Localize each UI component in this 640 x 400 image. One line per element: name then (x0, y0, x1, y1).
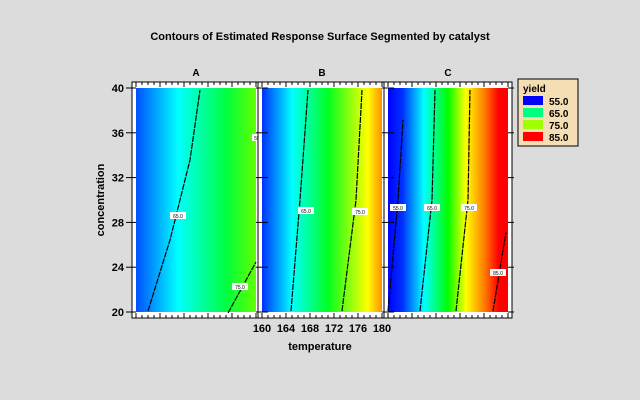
x-tick-label: 172 (325, 323, 343, 335)
x-tick-label: 160 (253, 323, 271, 335)
contour-label-box (390, 204, 406, 211)
y-tick-label: 28 (112, 217, 124, 229)
contour-label: 85.0 (493, 271, 503, 277)
x-tick-label: 176 (349, 323, 367, 335)
legend: yield 55.065.075.085.0 (517, 78, 579, 147)
contour-label-box (298, 207, 314, 214)
panel-C: C 55.0 65.0 75.0 85.0 (383, 68, 513, 319)
contour-label-box (461, 204, 477, 211)
legend-label: 75.0 (549, 121, 569, 132)
y-tick-label: 24 (112, 262, 125, 274)
y-tick-label: 36 (112, 128, 124, 140)
contour-line (455, 89, 471, 312)
panel-A: A65.075.055.0 (131, 68, 266, 319)
contour-label-box (170, 212, 186, 219)
contour-label-box (490, 269, 506, 276)
contour-label-box (352, 208, 368, 215)
contour-label: 65.0 (427, 206, 437, 212)
legend-label: 85.0 (549, 133, 569, 144)
contour-label: 75.0 (355, 210, 365, 216)
legend-swatch (523, 108, 543, 117)
x-tick-label: 168 (301, 323, 319, 335)
contour-line (290, 89, 309, 312)
contour-label: 75.0 (235, 285, 245, 291)
contour-line (341, 89, 363, 312)
chart-title: Contours of Estimated Response Surface S… (150, 31, 490, 43)
legend-label: 55.0 (549, 97, 569, 108)
x-axis-label: temperature (288, 341, 352, 353)
panel-B: B 65.0 75.0 (257, 68, 387, 319)
contour-label: 65.0 (173, 214, 183, 220)
panel-title: B (318, 68, 325, 79)
contour-label-box (232, 283, 248, 290)
legend-swatch (523, 132, 543, 141)
legend-label: 65.0 (549, 109, 569, 120)
x-tick-label: 164 (277, 323, 296, 335)
contour-line (387, 119, 404, 312)
legend-swatch (523, 120, 543, 129)
surface (388, 88, 508, 312)
y-axis-label: concentration (95, 163, 107, 236)
y-tick-label: 40 (112, 83, 124, 95)
contour-label-box (424, 204, 440, 211)
x-tick-label: 180 (373, 323, 391, 335)
panel-title: A (192, 68, 199, 79)
contour-label: 75.0 (464, 206, 474, 212)
legend-title: yield (523, 84, 546, 95)
legend-swatch (523, 96, 543, 105)
contour-label: 65.0 (301, 209, 311, 215)
contour-line (419, 89, 436, 312)
contour-line (147, 89, 201, 312)
y-tick-label: 32 (112, 173, 124, 185)
surface (262, 88, 382, 312)
panel-title: C (444, 68, 451, 79)
contour-label: 55.0 (393, 206, 403, 212)
y-tick-label: 20 (112, 307, 124, 319)
surface (136, 88, 256, 312)
